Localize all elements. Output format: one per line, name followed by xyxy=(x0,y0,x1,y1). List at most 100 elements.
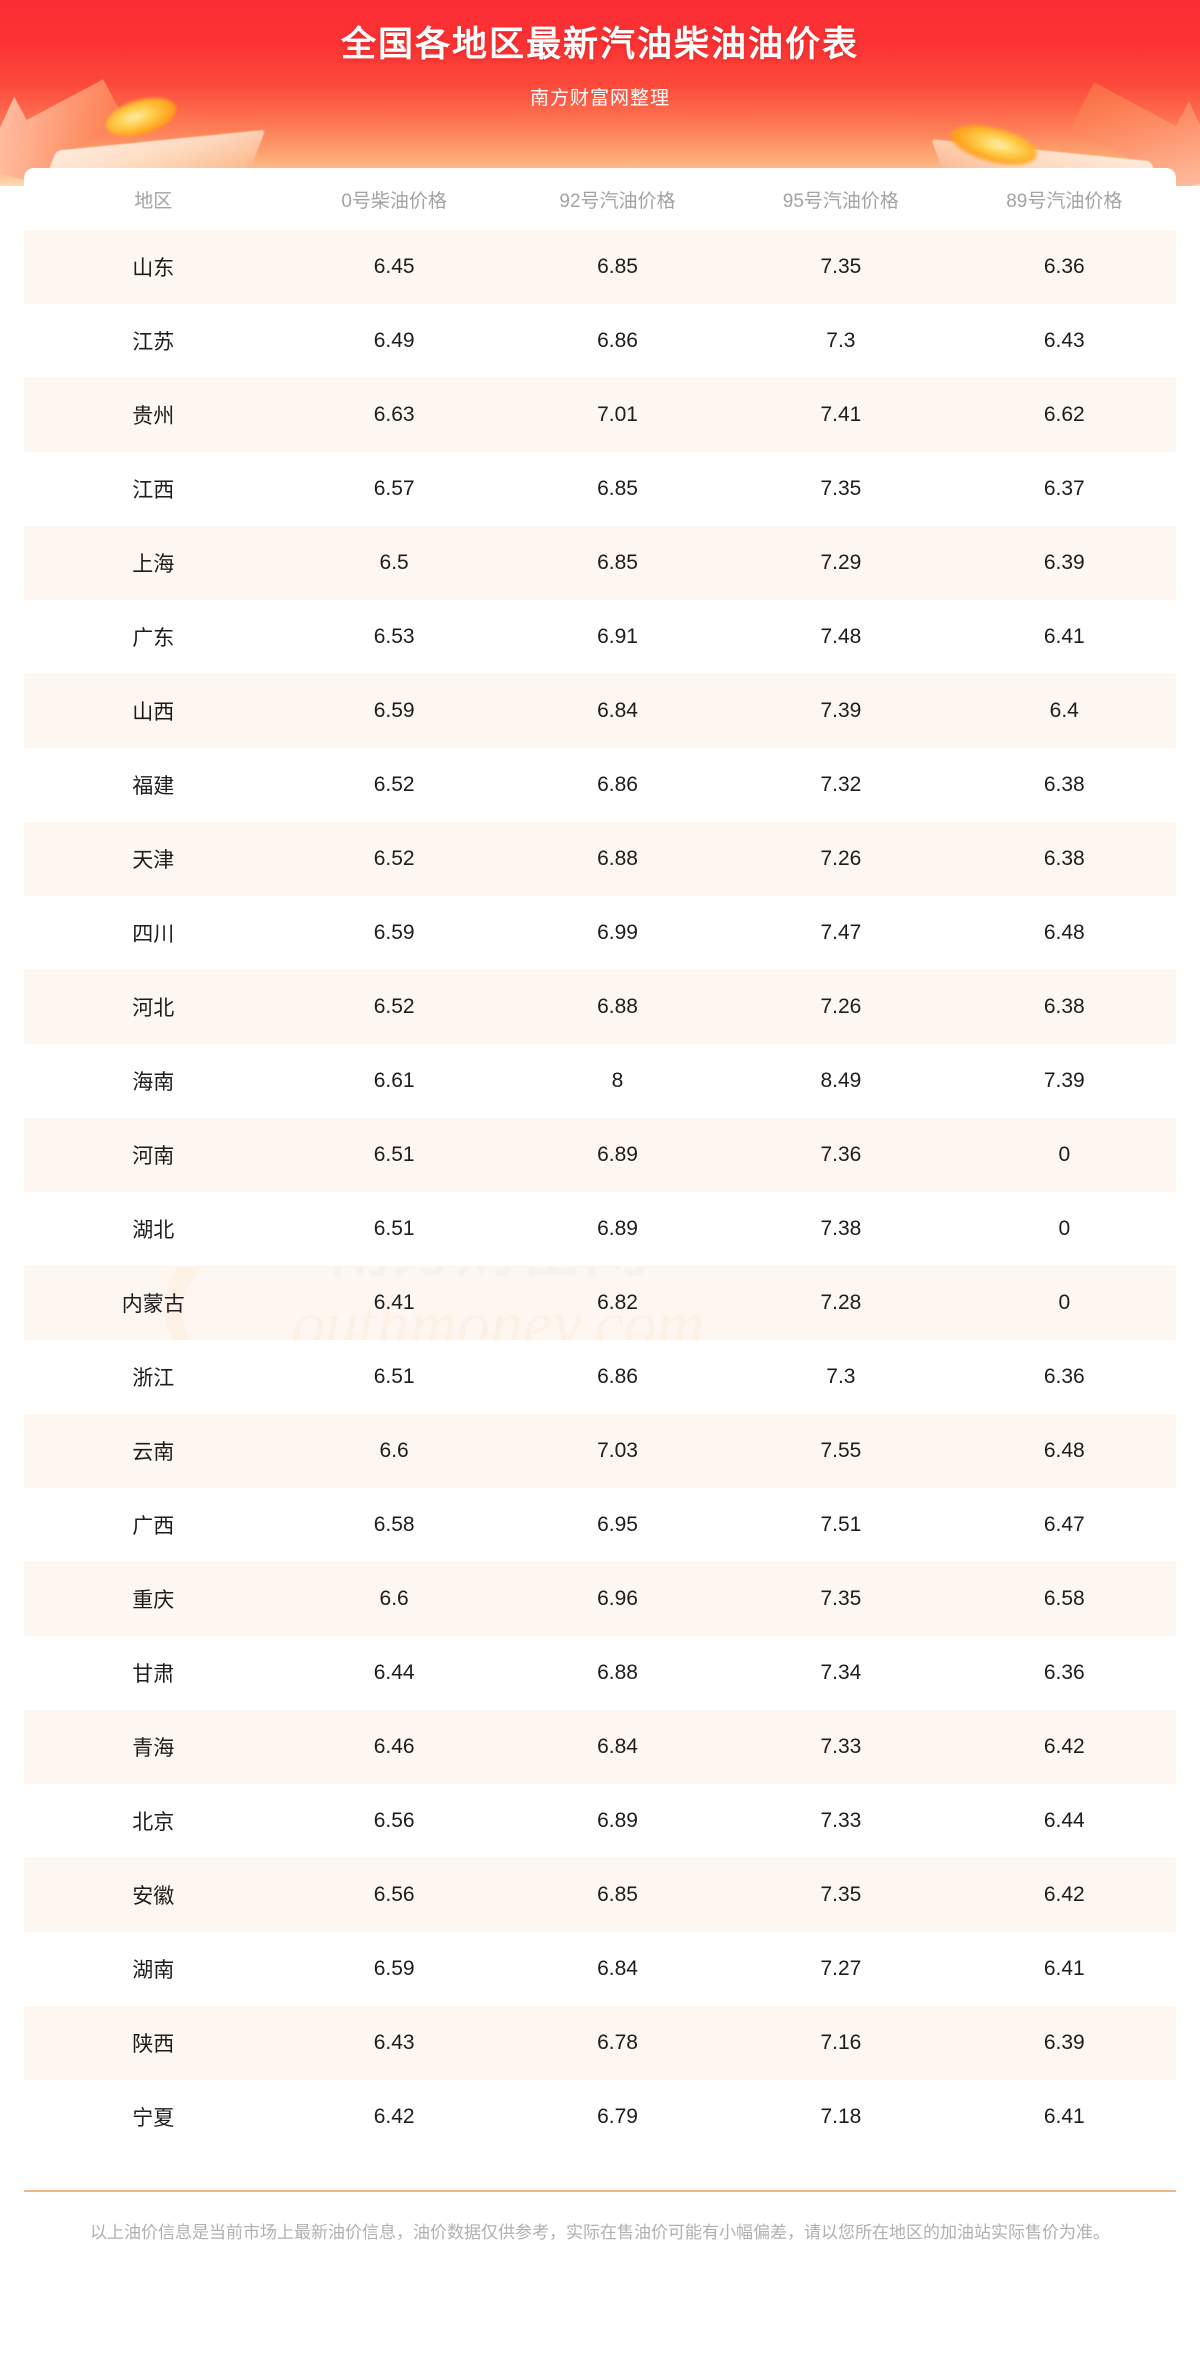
cell-gas-92: 6.88 xyxy=(505,822,730,896)
cell-gas-95: 7.32 xyxy=(729,748,953,822)
cell-gas-95: 7.35 xyxy=(729,230,953,304)
table-row: 河南 6.51 6.89 7.36 0 xyxy=(24,1118,1176,1192)
cell-gas-92: 8 xyxy=(505,1044,730,1118)
cell-diesel-0: 6.59 xyxy=(282,896,506,970)
cell-gas-95: 7.29 xyxy=(729,526,953,600)
cell-gas-92: 6.89 xyxy=(505,1192,730,1266)
cell-region: 海南 xyxy=(24,1044,283,1118)
cell-region: 湖南 xyxy=(24,1932,283,2006)
cell-gas-89: 6.36 xyxy=(952,230,1176,304)
cell-gas-92: 6.88 xyxy=(505,1636,730,1710)
cell-gas-89: 6.39 xyxy=(952,2006,1176,2080)
cell-diesel-0: 6.6 xyxy=(282,1414,506,1488)
cell-diesel-0: 6.59 xyxy=(282,674,506,748)
cell-gas-92: 6.85 xyxy=(505,526,730,600)
cell-diesel-0: 6.52 xyxy=(282,748,506,822)
table-body: 山东 6.45 6.85 7.35 6.36 江苏 6.49 6.86 7.3 6.43 贵州 6.6… xyxy=(24,230,1176,2154)
cell-gas-95: 7.39 xyxy=(729,674,953,748)
cell-gas-95: 7.27 xyxy=(729,1932,953,2006)
table-row: 天津 6.52 6.88 7.26 6.38 xyxy=(24,822,1176,896)
cell-region: 上海 xyxy=(24,526,283,600)
oil-price-table: 地区 0号柴油价格 92号汽油价格 95号汽油价格 89号汽油价格 山东 6.45… xyxy=(24,168,1176,2154)
cell-diesel-0: 6.41 xyxy=(282,1266,506,1340)
cell-gas-95: 7.33 xyxy=(729,1784,953,1858)
cell-gas-92: 6.95 xyxy=(505,1488,730,1562)
cell-region: 浙江 xyxy=(24,1340,283,1414)
table-row: 宁夏 6.42 6.79 7.18 6.41 xyxy=(24,2080,1176,2154)
table-row: 重庆 6.6 6.96 7.35 6.58 xyxy=(24,1562,1176,1636)
cell-gas-95: 7.26 xyxy=(729,970,953,1044)
cell-gas-89: 6.38 xyxy=(952,822,1176,896)
page-footer: 以上油价信息是当前市场上最新油价信息，油价数据仅供参考，实际在售油价可能有小幅偏… xyxy=(24,2190,1176,2270)
page-subtitle: 南方财富网整理 xyxy=(529,88,670,109)
cell-diesel-0: 6.61 xyxy=(282,1044,506,1118)
cell-diesel-0: 6.51 xyxy=(282,1192,506,1266)
cell-diesel-0: 6.52 xyxy=(282,822,506,896)
cell-gas-89: 6.39 xyxy=(952,526,1176,600)
cell-region: 河南 xyxy=(24,1118,283,1192)
cell-region: 河北 xyxy=(24,970,283,1044)
cell-diesel-0: 6.56 xyxy=(282,1784,506,1858)
cell-diesel-0: 6.42 xyxy=(282,2080,506,2154)
cell-gas-92: 6.85 xyxy=(505,452,730,526)
cell-diesel-0: 6.63 xyxy=(282,378,506,452)
cell-region: 内蒙古 xyxy=(24,1266,283,1340)
table-row: 青海 6.46 6.84 7.33 6.42 xyxy=(24,1710,1176,1784)
cell-region: 福建 xyxy=(24,748,283,822)
cell-gas-95: 7.51 xyxy=(729,1488,953,1562)
cell-gas-95: 7.38 xyxy=(729,1192,953,1266)
cell-gas-95: 7.48 xyxy=(729,600,953,674)
cell-diesel-0: 6.53 xyxy=(282,600,506,674)
cell-gas-92: 6.86 xyxy=(505,748,730,822)
cell-gas-95: 7.3 xyxy=(729,304,953,378)
cell-gas-92: 6.85 xyxy=(505,230,730,304)
cell-gas-89: 6.37 xyxy=(952,452,1176,526)
price-table-card: 南方财富网 outhmoney.com 地区 0号柴油价格 92号汽油价格 95… xyxy=(24,168,1176,2154)
cell-gas-89: 6.41 xyxy=(952,600,1176,674)
cell-gas-89: 6.44 xyxy=(952,1784,1176,1858)
cell-region: 山西 xyxy=(24,674,283,748)
table-row: 甘肃 6.44 6.88 7.34 6.36 xyxy=(24,1636,1176,1710)
cell-gas-92: 6.96 xyxy=(505,1562,730,1636)
cell-gas-92: 7.03 xyxy=(505,1414,730,1488)
cell-gas-95: 7.26 xyxy=(729,822,953,896)
cell-diesel-0: 6.58 xyxy=(282,1488,506,1562)
cell-gas-92: 6.89 xyxy=(505,1118,730,1192)
cell-gas-95: 7.18 xyxy=(729,2080,953,2154)
cell-gas-92: 6.84 xyxy=(505,1710,730,1784)
cell-region: 贵州 xyxy=(24,378,283,452)
cell-region: 重庆 xyxy=(24,1562,283,1636)
cell-diesel-0: 6.51 xyxy=(282,1340,506,1414)
column-header-diesel-0: 0号柴油价格 xyxy=(282,168,506,230)
cell-region: 云南 xyxy=(24,1414,283,1488)
cell-gas-95: 8.49 xyxy=(729,1044,953,1118)
cell-gas-89: 6.43 xyxy=(952,304,1176,378)
cell-region: 广西 xyxy=(24,1488,283,1562)
column-header-gas-89: 89号汽油价格 xyxy=(952,168,1176,230)
cell-gas-92: 6.99 xyxy=(505,896,730,970)
table-header-row: 地区 0号柴油价格 92号汽油价格 95号汽油价格 89号汽油价格 xyxy=(24,168,1176,230)
table-row: 江苏 6.49 6.86 7.3 6.43 xyxy=(24,304,1176,378)
table-row: 山东 6.45 6.85 7.35 6.36 xyxy=(24,230,1176,304)
cell-gas-89: 6.48 xyxy=(952,896,1176,970)
page-title: 全国各地区最新汽油柴油油价表 xyxy=(340,25,859,64)
cell-gas-89: 6.38 xyxy=(952,970,1176,1044)
cell-diesel-0: 6.6 xyxy=(282,1562,506,1636)
table-row: 四川 6.59 6.99 7.47 6.48 xyxy=(24,896,1176,970)
table-row: 江西 6.57 6.85 7.35 6.37 xyxy=(24,452,1176,526)
cell-gas-92: 7.01 xyxy=(505,378,730,452)
cell-gas-89: 6.38 xyxy=(952,748,1176,822)
cell-gas-92: 6.88 xyxy=(505,970,730,1044)
cell-region: 宁夏 xyxy=(24,2080,283,2154)
cell-gas-89: 6.42 xyxy=(952,1858,1176,1932)
cell-gas-89: 6.36 xyxy=(952,1636,1176,1710)
cell-diesel-0: 6.52 xyxy=(282,970,506,1044)
cell-diesel-0: 6.44 xyxy=(282,1636,506,1710)
page-banner: 全国各地区最新汽油柴油油价表 南方财富网整理 xyxy=(0,0,1200,186)
cell-gas-89: 6.4 xyxy=(952,674,1176,748)
cell-gas-92: 6.82 xyxy=(505,1266,730,1340)
cell-region: 四川 xyxy=(24,896,283,970)
cell-gas-92: 6.85 xyxy=(505,1858,730,1932)
table-row: 浙江 6.51 6.86 7.3 6.36 xyxy=(24,1340,1176,1414)
